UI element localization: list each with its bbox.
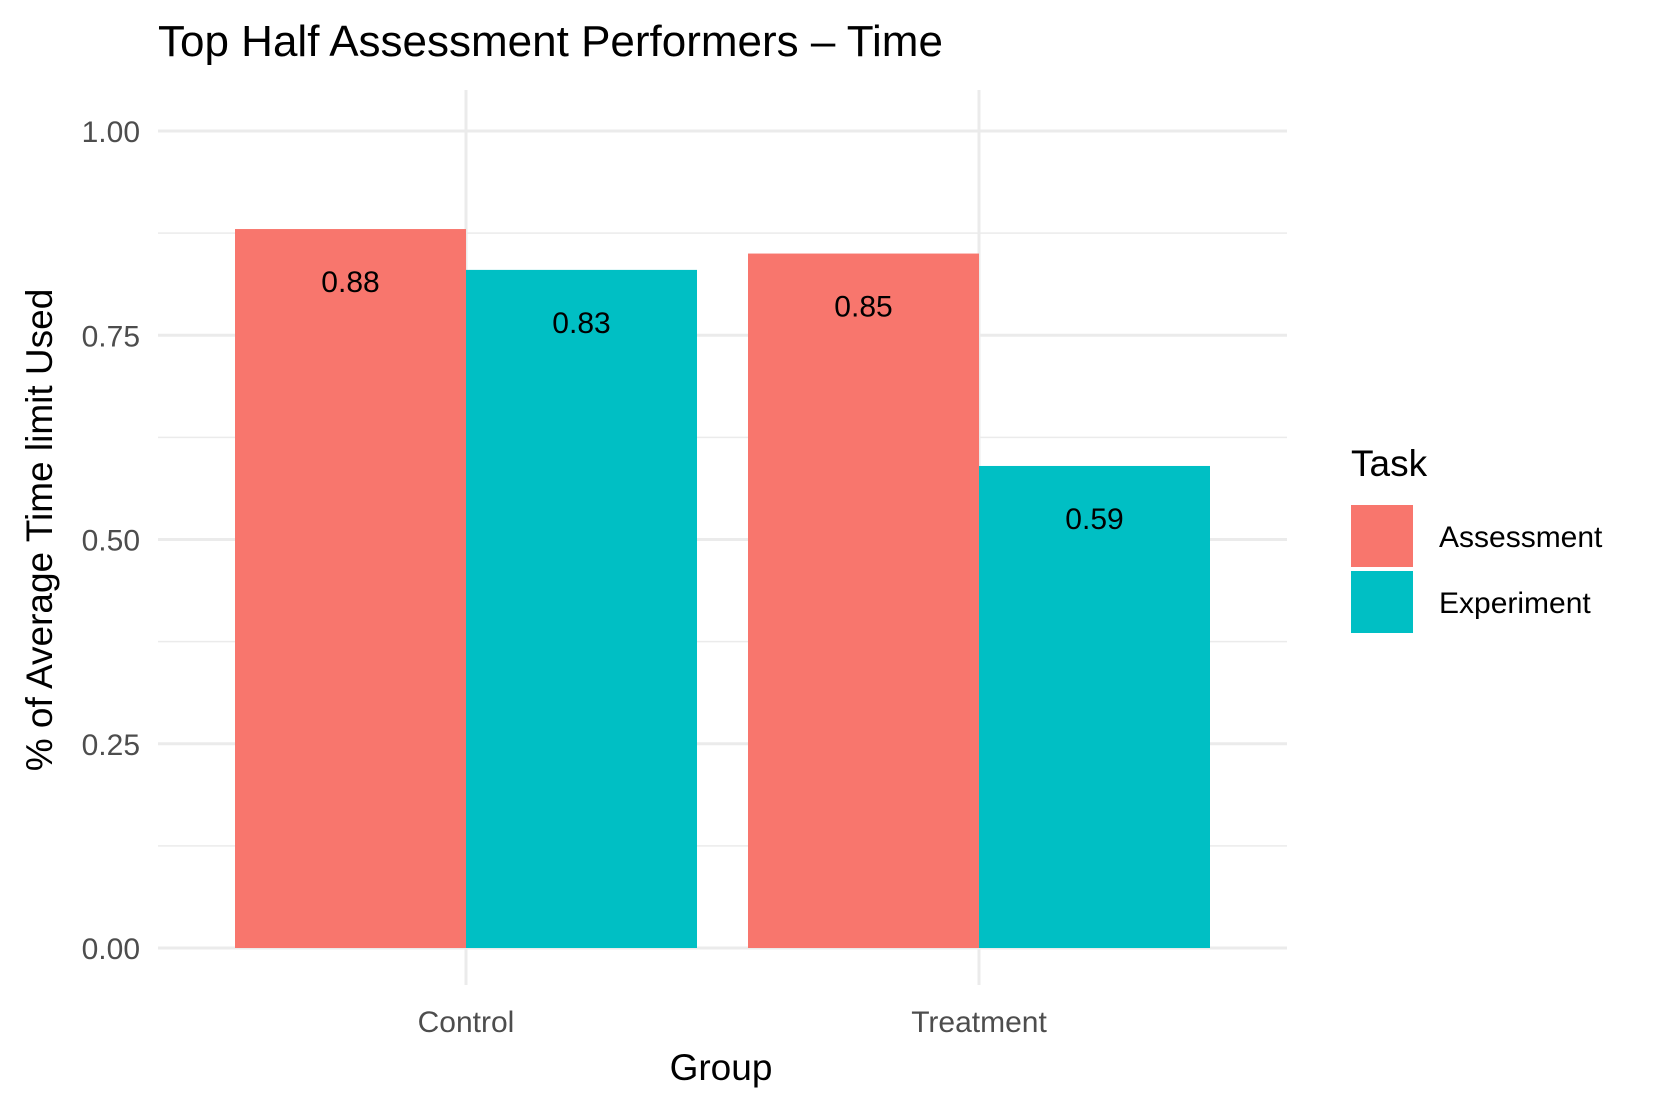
legend-title: Task: [1351, 443, 1428, 484]
legend-label-experiment: Experiment: [1439, 587, 1591, 620]
bars: [235, 229, 1210, 949]
bar-assessment-treatment: [748, 253, 979, 949]
y-axis-title: % of Average Time limit Used: [19, 289, 60, 772]
y-tick-label: 0.75: [82, 320, 140, 353]
x-tick-label: Control: [418, 1006, 515, 1039]
y-tick-label: 0.00: [82, 933, 140, 966]
y-axis-ticks: 0.00 0.25 0.50 0.75 1.00: [82, 116, 140, 966]
bar-experiment-treatment: [979, 465, 1210, 948]
x-tick-label: Treatment: [911, 1006, 1047, 1039]
x-axis-title: Group: [670, 1047, 773, 1088]
bar-assessment-control: [235, 229, 466, 949]
bar-value-label: 0.83: [552, 307, 610, 340]
bar-experiment-control: [466, 269, 697, 948]
y-tick-label: 1.00: [82, 116, 140, 149]
bar-value-labels: 0.88 0.83 0.85 0.59: [321, 266, 1123, 536]
bar-value-label: 0.59: [1065, 503, 1123, 536]
y-tick-label: 0.25: [82, 729, 140, 762]
x-axis-ticks: Control Treatment: [418, 1006, 1048, 1039]
legend: Task Assessment Experiment: [1351, 443, 1603, 633]
legend-swatch-experiment: [1351, 571, 1413, 633]
bar-value-label: 0.88: [321, 266, 379, 299]
chart-title: Top Half Assessment Performers – Time: [158, 17, 943, 66]
y-tick-label: 0.50: [82, 525, 140, 558]
legend-swatch-assessment: [1351, 505, 1413, 567]
legend-items: Assessment Experiment: [1351, 505, 1603, 633]
legend-label-assessment: Assessment: [1439, 521, 1603, 554]
bar-value-label: 0.85: [834, 291, 892, 324]
